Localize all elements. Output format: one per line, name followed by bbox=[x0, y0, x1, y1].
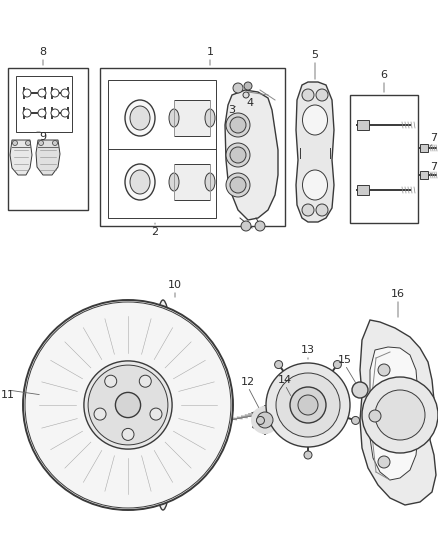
Text: 4: 4 bbox=[247, 98, 254, 108]
Circle shape bbox=[316, 204, 328, 216]
Polygon shape bbox=[370, 347, 418, 480]
Circle shape bbox=[241, 221, 251, 231]
Circle shape bbox=[226, 143, 250, 167]
Text: 13: 13 bbox=[301, 345, 315, 355]
Circle shape bbox=[255, 221, 265, 231]
Circle shape bbox=[51, 109, 59, 117]
Circle shape bbox=[25, 141, 31, 146]
Circle shape bbox=[39, 141, 43, 146]
Text: 7: 7 bbox=[431, 162, 438, 172]
Polygon shape bbox=[360, 320, 436, 505]
Circle shape bbox=[105, 375, 117, 387]
Circle shape bbox=[352, 382, 368, 398]
Circle shape bbox=[230, 117, 246, 133]
Circle shape bbox=[88, 365, 168, 445]
Bar bbox=[8, 68, 88, 210]
Text: 7: 7 bbox=[431, 133, 438, 143]
Circle shape bbox=[302, 204, 314, 216]
Ellipse shape bbox=[205, 109, 215, 127]
Circle shape bbox=[226, 173, 250, 197]
Circle shape bbox=[378, 364, 390, 376]
Circle shape bbox=[13, 141, 18, 146]
Polygon shape bbox=[10, 140, 32, 175]
Circle shape bbox=[139, 375, 151, 387]
Circle shape bbox=[304, 451, 312, 459]
Text: 12: 12 bbox=[241, 377, 255, 387]
Circle shape bbox=[230, 147, 246, 163]
Circle shape bbox=[84, 361, 172, 449]
Circle shape bbox=[94, 408, 106, 420]
Circle shape bbox=[298, 395, 318, 415]
Ellipse shape bbox=[169, 109, 179, 127]
Bar bbox=[174, 100, 210, 136]
Bar bbox=[357, 185, 369, 195]
Bar bbox=[350, 95, 418, 223]
Circle shape bbox=[302, 89, 314, 101]
Circle shape bbox=[38, 109, 46, 117]
Text: 9: 9 bbox=[39, 132, 46, 142]
Bar bbox=[357, 120, 369, 130]
Bar bbox=[420, 171, 428, 179]
Circle shape bbox=[23, 300, 233, 510]
Circle shape bbox=[362, 377, 438, 453]
Text: 6: 6 bbox=[381, 70, 388, 80]
Polygon shape bbox=[296, 82, 334, 222]
Text: 2: 2 bbox=[152, 227, 159, 237]
Circle shape bbox=[226, 113, 250, 137]
Ellipse shape bbox=[125, 164, 155, 200]
Text: 15: 15 bbox=[338, 355, 352, 365]
Ellipse shape bbox=[169, 173, 179, 191]
Ellipse shape bbox=[303, 105, 328, 135]
Circle shape bbox=[243, 92, 249, 98]
Polygon shape bbox=[36, 140, 60, 175]
Circle shape bbox=[230, 177, 246, 193]
Circle shape bbox=[122, 429, 134, 440]
Circle shape bbox=[333, 360, 341, 368]
Circle shape bbox=[369, 410, 381, 422]
Circle shape bbox=[257, 412, 273, 428]
Circle shape bbox=[61, 89, 69, 97]
Circle shape bbox=[38, 89, 46, 97]
Text: 5: 5 bbox=[311, 50, 318, 60]
Circle shape bbox=[256, 416, 265, 424]
Text: 16: 16 bbox=[391, 289, 405, 299]
Text: 8: 8 bbox=[39, 47, 46, 57]
Ellipse shape bbox=[130, 170, 150, 194]
Text: 1: 1 bbox=[206, 47, 213, 57]
Circle shape bbox=[53, 141, 57, 146]
Circle shape bbox=[23, 109, 31, 117]
Text: 10: 10 bbox=[168, 280, 182, 290]
Text: 14: 14 bbox=[278, 375, 292, 385]
Circle shape bbox=[61, 109, 69, 117]
Circle shape bbox=[352, 416, 360, 424]
Ellipse shape bbox=[125, 100, 155, 136]
Circle shape bbox=[266, 363, 350, 447]
Text: 11: 11 bbox=[1, 390, 15, 400]
Bar bbox=[108, 80, 216, 218]
Ellipse shape bbox=[303, 170, 328, 200]
Polygon shape bbox=[225, 90, 278, 220]
Bar bbox=[174, 164, 210, 200]
Bar bbox=[100, 68, 285, 226]
Ellipse shape bbox=[152, 300, 174, 510]
Circle shape bbox=[290, 387, 326, 423]
Circle shape bbox=[150, 408, 162, 420]
Circle shape bbox=[51, 89, 59, 97]
Circle shape bbox=[375, 390, 425, 440]
Circle shape bbox=[275, 360, 283, 368]
Text: 3: 3 bbox=[229, 105, 236, 115]
Circle shape bbox=[251, 406, 279, 434]
Bar bbox=[16, 76, 72, 132]
Circle shape bbox=[378, 456, 390, 468]
Ellipse shape bbox=[205, 173, 215, 191]
Bar bbox=[420, 144, 428, 152]
Circle shape bbox=[115, 392, 141, 417]
Circle shape bbox=[244, 82, 252, 90]
Ellipse shape bbox=[130, 106, 150, 130]
Circle shape bbox=[316, 89, 328, 101]
Circle shape bbox=[23, 89, 31, 97]
Circle shape bbox=[233, 83, 243, 93]
Circle shape bbox=[276, 373, 340, 437]
